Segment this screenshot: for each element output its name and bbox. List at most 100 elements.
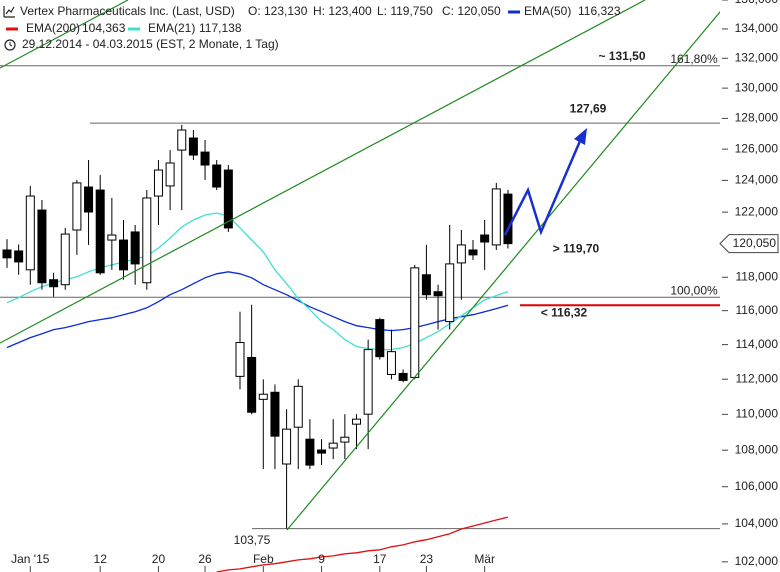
y-tick-label: 132,000: [735, 50, 779, 64]
candle-body: [305, 438, 315, 466]
x-tick-label: 26: [198, 552, 212, 566]
candle-body: [317, 449, 327, 454]
candle-body: [445, 263, 455, 323]
clock-hand: [9, 42, 13, 47]
level-ratio: 161,80%: [670, 52, 718, 66]
y-tick-label: 114,000: [736, 337, 779, 351]
candle-body: [235, 342, 245, 377]
level-label: > 119,70: [553, 241, 600, 255]
last-price-box: [719, 234, 779, 254]
candle-body: [468, 249, 478, 256]
candle-body: [398, 372, 408, 381]
level-ratio: 100,00%: [670, 283, 718, 297]
candle-body: [212, 164, 222, 188]
y-tick-label: 108,000: [735, 442, 779, 456]
y-tick-label: 104,000: [735, 516, 779, 530]
y-tick-label: 134,000: [735, 21, 779, 35]
y-tick-label: 124,000: [735, 173, 779, 187]
last-price-label: 120,050: [733, 236, 777, 250]
candle-body: [153, 169, 163, 197]
candle-body: [421, 274, 431, 296]
x-tick-label: Jan '15: [11, 552, 50, 566]
candle-body: [433, 291, 443, 297]
candle-body: [72, 182, 82, 231]
candle-body: [282, 428, 292, 465]
candle-body: [119, 239, 128, 271]
x-tick-label: 9: [318, 552, 325, 566]
x-tick-label: 17: [373, 552, 387, 566]
header: Vertex Pharmaceuticals Inc. (Last, USD) …: [3, 4, 501, 51]
candle-body: [456, 244, 466, 264]
subtitle: 29.12.2014 - 04.03.2015 (EST, 2 Monate, …: [22, 37, 279, 51]
candle-body: [142, 197, 152, 284]
candle-body: [84, 186, 94, 213]
level-label: ~ 131,50: [598, 49, 645, 63]
legend-value: 116,323: [578, 4, 621, 18]
level-label: 127,69: [570, 101, 607, 115]
candle-body: [270, 391, 280, 437]
x-tick-label: 23: [420, 552, 434, 566]
close-label: C: 120,050: [442, 4, 501, 18]
plot-area: [0, 65, 720, 572]
candle-body: [223, 169, 233, 229]
trend-lines: [0, 0, 720, 531]
y-tick-label: 110,000: [736, 407, 779, 421]
chart-title: Vertex Pharmaceuticals Inc. (Last, USD): [20, 4, 235, 18]
open-label: O: 123,130: [248, 4, 308, 18]
y-tick-label: 118,000: [736, 269, 779, 283]
indicator-line: [6, 212, 509, 351]
x-tick-label: 20: [152, 552, 166, 566]
candle-body: [37, 209, 47, 284]
candle-body: [177, 129, 187, 151]
high-label: H: 123,400: [313, 4, 372, 18]
candle-body: [363, 349, 373, 415]
y-tick-label: 130,000: [735, 80, 779, 94]
x-tick-label: 12: [94, 552, 108, 566]
candle-body: [60, 233, 70, 286]
low-label: L: 119,750: [377, 4, 433, 18]
clock-icon: [4, 39, 16, 51]
y-tick-label: 106,000: [735, 479, 779, 493]
candle-body: [188, 137, 198, 156]
candle-body: [410, 267, 420, 378]
candle-body: [95, 189, 105, 274]
candle-body: [352, 418, 361, 425]
trend-line: [0, 0, 646, 344]
candle-body: [491, 188, 501, 246]
y-tick-label: 128,000: [735, 111, 779, 125]
level-label: 103,75: [234, 533, 271, 547]
trend-line: [0, 0, 129, 69]
y-tick-label: 122,000: [735, 204, 779, 218]
candle-body: [340, 436, 350, 443]
candle-body: [247, 356, 257, 413]
candle-body: [503, 193, 513, 245]
level-label: < 116,32: [541, 305, 588, 319]
candle-body: [480, 234, 490, 243]
trend-line: [286, 11, 720, 531]
chart-icon: [3, 6, 15, 18]
candle-body: [14, 250, 24, 263]
candle-body: [107, 234, 117, 241]
indicator-line: [6, 271, 509, 349]
y-tick-label: 116,000: [736, 303, 779, 317]
y-tick-label: 126,000: [735, 141, 779, 155]
candle-body: [2, 249, 12, 259]
legend-label: EMA(21): [148, 21, 195, 35]
candle-body: [258, 393, 268, 400]
candle-body: [293, 385, 303, 428]
x-tick-label: Feb: [253, 552, 274, 566]
projection: [503, 140, 582, 236]
candle-body: [165, 162, 175, 187]
y-tick-label: 102,000: [735, 554, 779, 568]
candle-body: [130, 231, 140, 265]
legend-label: EMA(50): [524, 4, 571, 18]
candle-body: [49, 279, 59, 288]
x-tick-label: Mär: [474, 552, 495, 566]
candle-body: [200, 151, 210, 166]
y-tick-label: 136,000: [735, 0, 779, 6]
projection-arrow: [574, 128, 587, 145]
y-tick-label: 112,000: [736, 371, 779, 385]
